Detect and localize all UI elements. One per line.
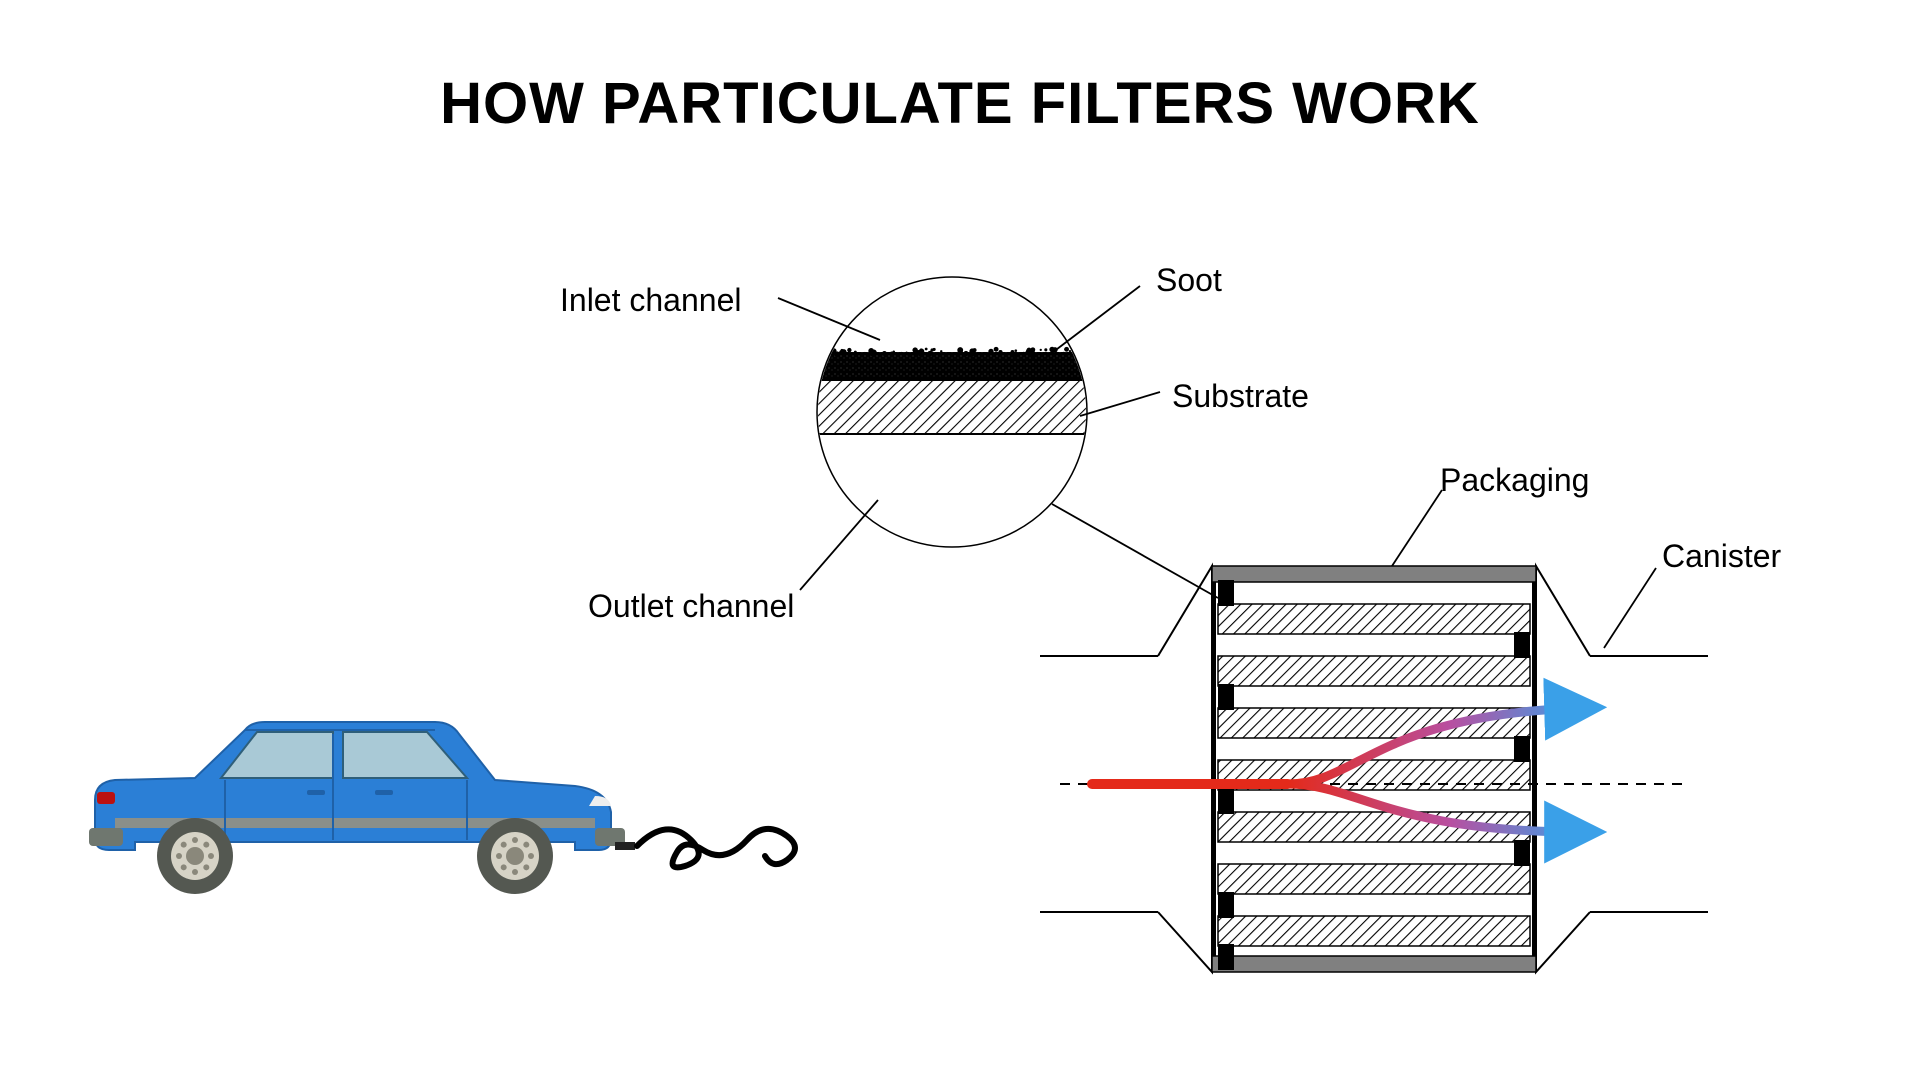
car-icon bbox=[89, 722, 795, 894]
diagram-stage: { "title": "HOW PARTICULATE FILTERS WORK… bbox=[0, 0, 1920, 1080]
diagram-svg bbox=[0, 0, 1920, 1080]
